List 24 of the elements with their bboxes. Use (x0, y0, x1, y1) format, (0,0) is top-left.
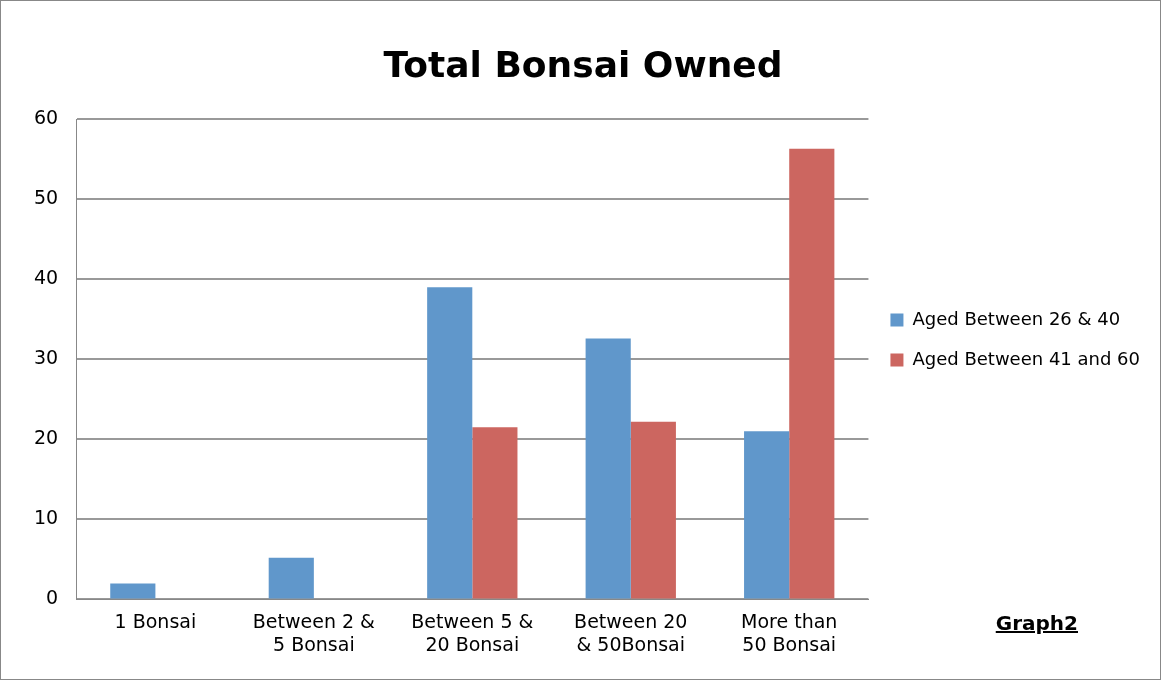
x-tick-label: Between 20 & 50Bonsai (574, 609, 688, 655)
y-tick-label: 50 (33, 186, 59, 209)
bar (427, 287, 473, 599)
bar (268, 557, 314, 599)
chart-title: Total Bonsai Owned (383, 43, 783, 85)
y-tick-label: 0 (46, 586, 59, 609)
y-tick-label: 10 (33, 506, 59, 529)
bar (110, 583, 156, 599)
bar (630, 421, 676, 599)
bar (744, 431, 790, 599)
bar (585, 338, 631, 599)
x-tick-label: 1 Bonsai (114, 609, 197, 632)
legend-label: Aged Between 41 and 60 (912, 347, 1140, 369)
x-tick-label: Between 2 & 5 Bonsai (252, 609, 376, 655)
legend-label: Aged Between 26 & 40 (912, 307, 1121, 329)
y-tick-label: 60 (33, 106, 59, 129)
y-tick-label: 20 (33, 426, 59, 449)
x-tick-label: Between 5 & 20 Bonsai (411, 609, 534, 655)
x-tick-label: More than 50 Bonsai (741, 609, 838, 655)
y-tick-label: 40 (33, 266, 59, 289)
bar (472, 427, 518, 599)
caption: Graph2 (995, 611, 1078, 635)
y-tick-label: 30 (33, 346, 59, 369)
bar (789, 148, 835, 599)
